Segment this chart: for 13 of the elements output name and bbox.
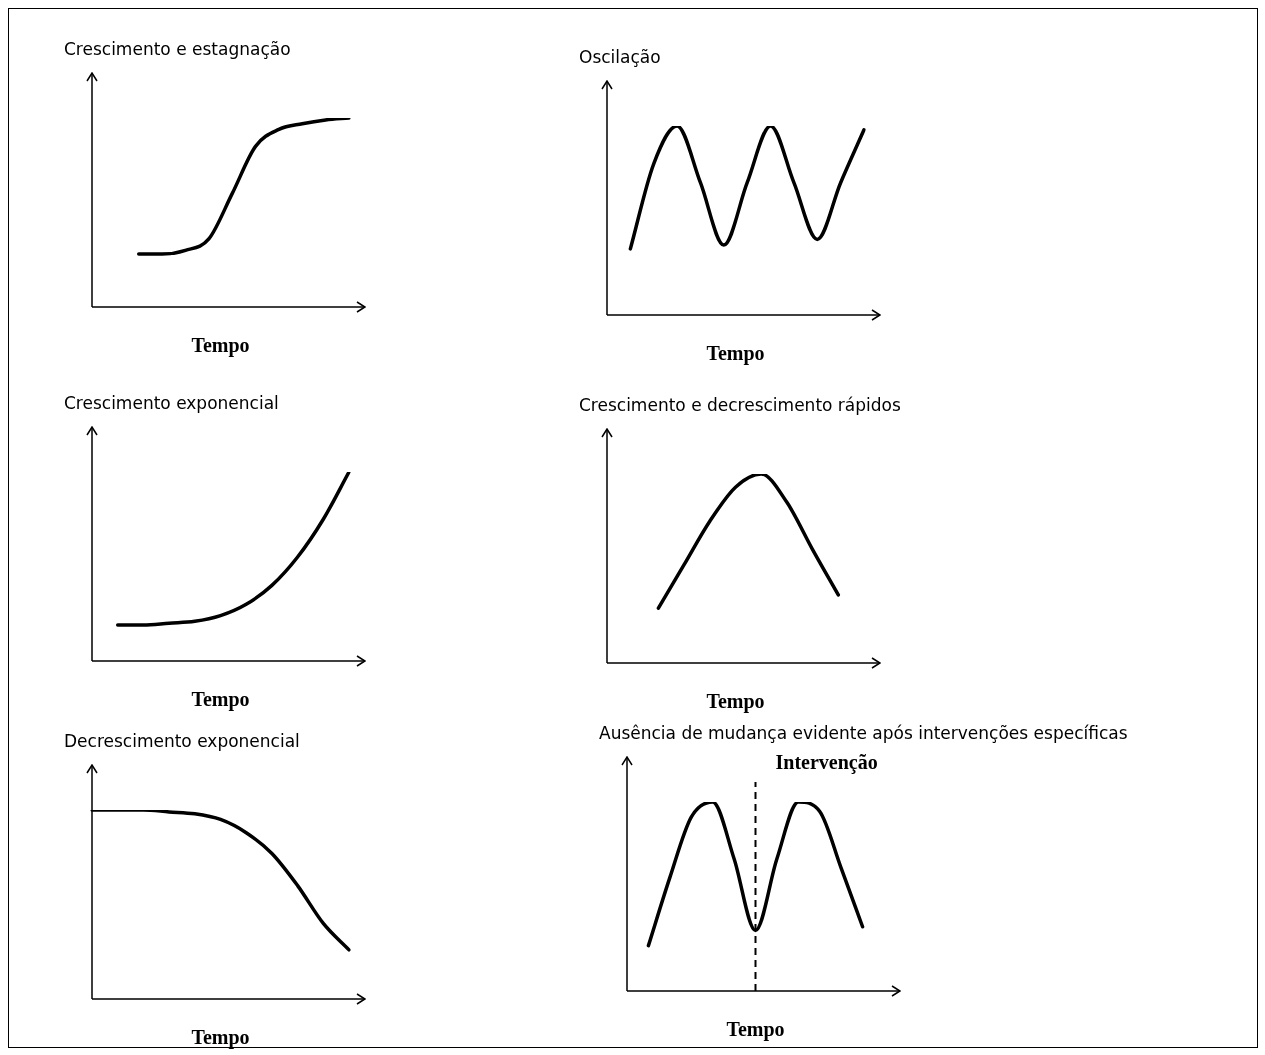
x-axis-title: Tempo	[726, 1018, 785, 1042]
chart-title: Crescimento exponencial	[64, 393, 280, 415]
x-axis-title: Tempo	[706, 690, 765, 714]
text: Intervenção	[775, 751, 878, 775]
chart-title: Decrescimento exponencial	[64, 731, 301, 753]
x-axis-title: Tempo	[191, 688, 250, 712]
chart-title: Crescimento e decrescimento rápidos	[579, 395, 902, 417]
chart-title: Crescimento e estagnação	[64, 39, 292, 61]
chart-title: Ausência de mudança evidente após intervenções específicas	[599, 723, 1128, 745]
x-axis-title: Tempo	[706, 342, 765, 366]
chart-title: Oscilação	[579, 47, 662, 69]
x-axis-title: Tempo	[191, 334, 250, 358]
x-axis-title: Tempo	[191, 1026, 250, 1050]
